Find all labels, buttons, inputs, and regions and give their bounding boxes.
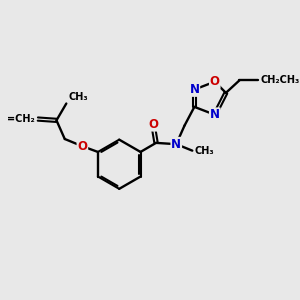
Text: N: N — [171, 138, 181, 151]
Text: O: O — [148, 118, 158, 131]
Text: CH₃: CH₃ — [194, 146, 214, 156]
Text: O: O — [77, 140, 87, 153]
Text: CH₃: CH₃ — [68, 92, 88, 102]
Text: N: N — [210, 108, 220, 121]
Text: O: O — [210, 75, 220, 88]
Text: N: N — [189, 83, 200, 96]
Text: =CH₂: =CH₂ — [8, 113, 35, 124]
Text: CH₂CH₃: CH₂CH₃ — [260, 75, 299, 85]
